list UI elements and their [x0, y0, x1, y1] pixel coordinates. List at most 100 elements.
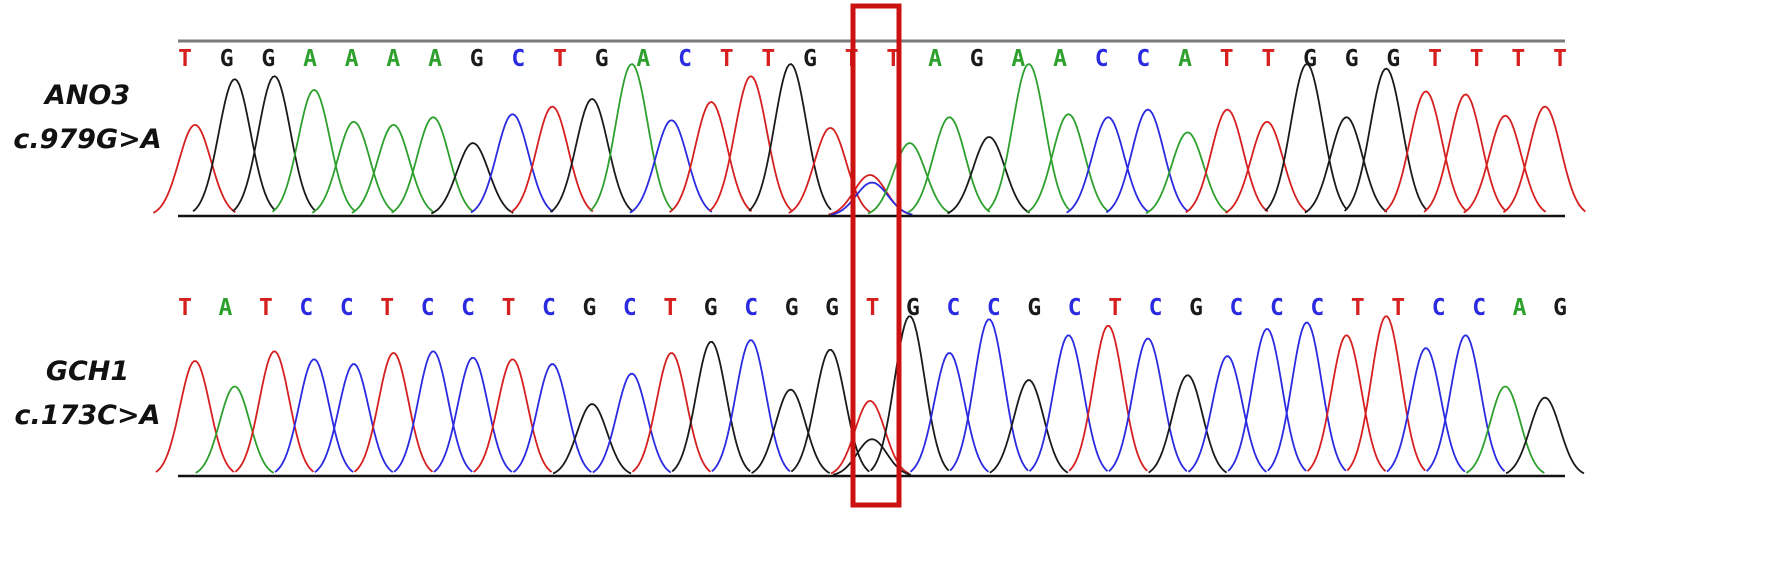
trace-peak: [1465, 385, 1545, 474]
base-call-letter: C: [421, 295, 435, 321]
base-call-letter: C: [1432, 295, 1446, 321]
base-call-letter: C: [542, 295, 556, 321]
base-call-letter: T: [502, 295, 516, 321]
base-call-letter: G: [261, 46, 275, 72]
trace-peak: [1108, 337, 1188, 472]
trace-peak: [669, 101, 753, 213]
trace-peak: [631, 352, 712, 473]
trace-peak: [1225, 120, 1309, 214]
gch1-gene-label: GCH1: [45, 356, 130, 387]
trace-peak: [512, 363, 592, 473]
trace-peak: [907, 116, 991, 214]
trace-peak: [1105, 108, 1189, 214]
base-call-letter: C: [1472, 295, 1486, 321]
base-call-letter: G: [1553, 295, 1567, 321]
ano3-gene-label: ANO3: [44, 80, 131, 111]
base-call-letter: A: [1513, 295, 1527, 321]
base-call-letter: C: [340, 295, 354, 321]
base-call-letter: T: [1553, 46, 1567, 72]
trace-peak: [274, 358, 354, 473]
trace-peak: [1425, 334, 1506, 472]
trace-peak: [1187, 355, 1267, 473]
ano3-variant-label: c.979G>A: [13, 124, 162, 155]
base-call-letter: C: [623, 295, 637, 321]
trace-peak: [1505, 396, 1585, 475]
base-call-letter: T: [1220, 46, 1234, 72]
trace-peak: [1346, 315, 1426, 472]
base-call-letter: G: [1386, 46, 1400, 72]
trace-peak: [152, 123, 236, 214]
trace-peak: [351, 123, 435, 214]
base-call-letter: C: [946, 295, 960, 321]
base-call-letter: C: [1095, 46, 1109, 72]
trace-peak: [629, 119, 713, 214]
base-call-letter: T: [1351, 295, 1365, 321]
base-call-letter: T: [259, 295, 273, 321]
base-call-letter: G: [825, 295, 839, 321]
trace-peak: [1423, 93, 1507, 213]
base-call-letter: C: [1068, 295, 1082, 321]
base-call-letter: G: [1345, 46, 1359, 72]
base-call-letter: T: [720, 46, 734, 72]
trace-peak: [1304, 116, 1388, 214]
base-call-letter: G: [970, 46, 984, 72]
trace-peak: [393, 350, 473, 473]
base-call-letter: G: [1027, 295, 1041, 321]
trace-peak: [1383, 90, 1467, 213]
base-call-letter: T: [761, 46, 775, 72]
trace-peak: [592, 372, 672, 474]
trace-peak: [1068, 325, 1148, 472]
base-call-letter: T: [178, 295, 192, 321]
trace-peak: [473, 358, 553, 473]
base-call-letter: T: [1511, 46, 1525, 72]
trace-peak: [949, 318, 1029, 472]
trace-peak: [1148, 374, 1228, 474]
trace-peak: [155, 360, 235, 473]
trace-peak: [830, 400, 910, 475]
trace-peak: [470, 113, 554, 214]
base-call-letter: G: [220, 46, 234, 72]
base-call-letter: C: [461, 295, 475, 321]
trace-peak: [1386, 347, 1466, 473]
base-call-letter: C: [511, 46, 525, 72]
base-call-letter: G: [595, 46, 609, 72]
trace-peak: [195, 385, 275, 474]
base-call-letter: G: [1189, 295, 1203, 321]
trace-peak: [1463, 114, 1547, 214]
trace-peak: [232, 75, 316, 212]
trace-peak: [788, 126, 872, 214]
trace-peak: [549, 98, 634, 213]
base-call-letter: T: [1261, 46, 1275, 72]
trace-peak: [671, 341, 751, 473]
trace-peak: [909, 352, 989, 473]
trace-peak: [989, 379, 1069, 474]
base-call-letter: C: [1230, 295, 1244, 321]
base-call-letter: G: [470, 46, 484, 72]
base-call-letter: T: [380, 295, 394, 321]
trace-peak: [314, 363, 394, 473]
trace-peak: [271, 88, 356, 213]
base-call-letter: A: [1178, 46, 1192, 72]
trace-peak: [867, 142, 951, 215]
trace-peak: [1028, 334, 1109, 472]
trace-peak: [986, 62, 1070, 212]
base-call-letter: C: [1149, 295, 1163, 321]
trace-peak: [234, 350, 315, 473]
trace-peak: [430, 142, 514, 215]
base-call-letter: T: [866, 295, 880, 321]
trace-peak: [870, 315, 950, 472]
base-call-letter: A: [345, 46, 359, 72]
base-call-letter: C: [1270, 295, 1284, 321]
base-call-letter: C: [299, 295, 313, 321]
trace-peak: [748, 62, 832, 212]
base-call-letter: G: [582, 295, 596, 321]
trace-peak: [708, 75, 792, 212]
base-call-letter: C: [744, 295, 758, 321]
trace-peak: [311, 120, 395, 214]
trace-peak: [1145, 131, 1229, 214]
base-call-letter: T: [178, 46, 192, 72]
base-call-letter: T: [1428, 46, 1442, 72]
base-call-letter: G: [785, 295, 799, 321]
base-call-letter: T: [1391, 295, 1405, 321]
